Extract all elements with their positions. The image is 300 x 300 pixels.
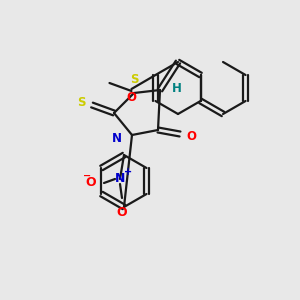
- Text: O: O: [85, 176, 96, 190]
- Text: N: N: [112, 133, 122, 146]
- Text: −: −: [83, 171, 91, 181]
- Text: S: S: [130, 73, 138, 86]
- Text: S: S: [77, 97, 86, 110]
- Text: +: +: [124, 167, 132, 177]
- Text: O: O: [127, 91, 136, 104]
- Text: O: O: [117, 206, 127, 219]
- Text: O: O: [186, 130, 196, 142]
- Text: N: N: [115, 172, 125, 185]
- Text: H: H: [172, 82, 182, 94]
